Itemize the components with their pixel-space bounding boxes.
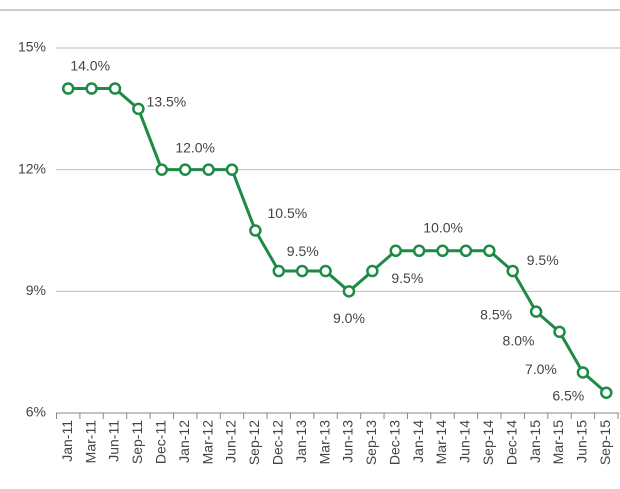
x-tick-label: Jan-14 bbox=[410, 420, 426, 463]
data-label: 13.5% bbox=[147, 94, 187, 110]
x-tick-label: Dec-12 bbox=[269, 420, 285, 465]
marker bbox=[249, 224, 262, 237]
marker bbox=[272, 264, 286, 278]
marker bbox=[202, 163, 215, 176]
data-label: 8.5% bbox=[480, 306, 512, 322]
x-tick-label: Dec-13 bbox=[386, 420, 402, 465]
marker bbox=[108, 82, 122, 95]
x-tick-label: Jan-15 bbox=[527, 420, 543, 463]
x-tick-label: Jan-12 bbox=[176, 420, 192, 463]
data-label: 7.0% bbox=[525, 361, 557, 377]
x-tick-label: Jun-12 bbox=[223, 420, 239, 463]
marker bbox=[600, 386, 613, 399]
x-tick-label: Sep-15 bbox=[597, 420, 613, 465]
marker bbox=[366, 264, 379, 278]
data-label: 9.5% bbox=[391, 270, 423, 286]
x-tick-label: Sep-14 bbox=[480, 420, 496, 465]
x-tick-label: Mar-14 bbox=[433, 420, 449, 465]
marker bbox=[483, 244, 496, 258]
marker bbox=[132, 102, 145, 116]
data-label: 14.0% bbox=[70, 57, 110, 73]
marker bbox=[155, 163, 169, 176]
marker bbox=[319, 264, 332, 278]
data-label: 9.0% bbox=[333, 310, 365, 326]
x-tick-label: Jun-15 bbox=[574, 420, 590, 463]
marker bbox=[506, 264, 519, 278]
marker bbox=[529, 305, 543, 318]
marker bbox=[553, 325, 566, 339]
x-tick-label: Jun-11 bbox=[106, 420, 122, 462]
marker bbox=[576, 366, 590, 379]
x-tick-label: Sep-11 bbox=[129, 420, 145, 464]
x-tick-label: Jun-14 bbox=[457, 420, 473, 463]
x-tick-label: Dec-11 bbox=[152, 420, 168, 464]
marker bbox=[389, 244, 402, 258]
marker bbox=[61, 82, 75, 95]
data-label: 9.5% bbox=[527, 252, 559, 268]
marker bbox=[178, 163, 192, 176]
data-label: 9.5% bbox=[287, 243, 319, 259]
x-tick-label: Jan-11 bbox=[59, 420, 75, 462]
x-tick-label: Jun-13 bbox=[340, 420, 356, 463]
marker bbox=[412, 244, 426, 258]
marker bbox=[459, 244, 473, 258]
x-tick-label: Sep-13 bbox=[363, 420, 379, 465]
x-tick-label: Mar-12 bbox=[199, 420, 215, 465]
y-tick-label: 12% bbox=[18, 160, 46, 176]
marker bbox=[342, 285, 356, 298]
data-label: 10.0% bbox=[423, 219, 463, 235]
x-tick-label: Sep-12 bbox=[246, 420, 262, 465]
data-label: 6.5% bbox=[552, 387, 584, 403]
marker bbox=[295, 264, 309, 278]
marker bbox=[436, 244, 449, 258]
y-tick-label: 6% bbox=[26, 404, 46, 420]
marker bbox=[85, 82, 98, 95]
y-tick-label: 9% bbox=[26, 282, 46, 298]
y-tick-label: 15% bbox=[18, 39, 46, 55]
marker bbox=[225, 163, 239, 176]
x-tick-label: Jan-13 bbox=[293, 420, 309, 463]
x-tick-label: Mar-13 bbox=[316, 420, 332, 465]
line bbox=[68, 87, 608, 394]
data-label: 10.5% bbox=[268, 205, 308, 221]
x-tick-label: Dec-14 bbox=[503, 420, 519, 465]
data-label: 12.0% bbox=[175, 139, 215, 155]
data-label: 8.0% bbox=[503, 333, 535, 349]
x-tick-label: Mar-15 bbox=[550, 420, 566, 465]
x-tick-label: Mar-11 bbox=[82, 420, 98, 464]
